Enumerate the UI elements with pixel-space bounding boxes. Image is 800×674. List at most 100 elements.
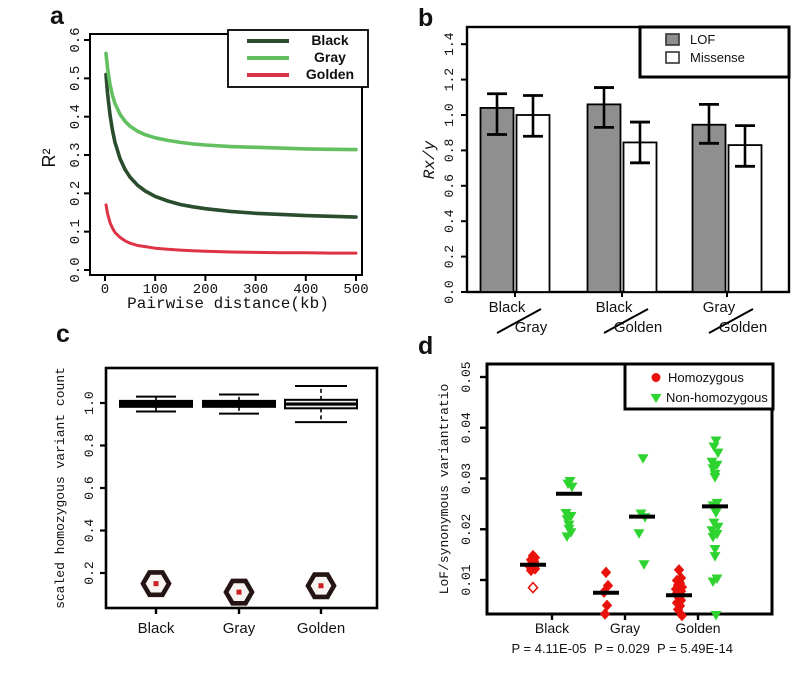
svg-text:0.04: 0.04 (459, 412, 474, 443)
panel-c: 0.2 0.4 0.6 0.8 1.0 scaled homozygous variant… (53, 366, 379, 637)
svg-text:P = 0.029: P = 0.029 (594, 641, 650, 656)
svg-text:Golden: Golden (719, 319, 767, 336)
homozygous-point (601, 599, 613, 612)
svg-text:Golden: Golden (306, 66, 354, 82)
svg-text:R²: R² (39, 149, 59, 168)
homozygous-point (527, 581, 539, 594)
non-homozygous-point (707, 577, 719, 588)
svg-text:Golden: Golden (297, 620, 345, 637)
svg-text:0.4: 0.4 (82, 519, 97, 543)
svg-text:LoF/synonymous variantratio: LoF/synonymous variantratio (437, 384, 452, 595)
non-homozygous-point (707, 464, 719, 474)
panel-d-group-golden (666, 436, 728, 622)
panel-a-axes: 0 100 200 300 400 500 0.0 0.1 0.2 0.3 0.4 0.5 0.6 Pai… (39, 27, 369, 313)
svg-text:0.1: 0.1 (68, 219, 84, 244)
homozygous-point (599, 608, 611, 620)
panel-c-letter: c (56, 320, 70, 348)
svg-text:1.0: 1.0 (442, 103, 457, 126)
svg-text:Non-homozygous: Non-homozygous (666, 390, 768, 405)
panel-b-legend: LOF Missense (638, 25, 791, 79)
bar-missense-group3 (727, 144, 763, 293)
svg-text:Gray: Gray (703, 299, 736, 316)
svg-text:LOF: LOF (690, 32, 715, 47)
svg-text:Gray: Gray (314, 49, 346, 65)
non-homozygous-point (561, 532, 573, 542)
panel-d: 0.01 0.02 0.03 0.04 0.05 LoF/synonymous varia… (437, 361, 775, 656)
panel-a-letter: a (50, 2, 64, 30)
svg-text:0.6: 0.6 (82, 476, 97, 499)
panel-b-xlabel-1: Black Gray (489, 299, 548, 336)
hexagon-outlier-icon (140, 570, 172, 598)
svg-text:0.2: 0.2 (68, 181, 84, 206)
non-homozygous-point (560, 509, 572, 519)
svg-text:0.5: 0.5 (68, 66, 84, 91)
svg-text:Pairwise distance(kb): Pairwise distance(kb) (127, 295, 329, 313)
svg-text:1.4: 1.4 (442, 32, 457, 56)
svg-text:Black: Black (311, 32, 349, 48)
svg-text:1.2: 1.2 (442, 68, 457, 91)
non-homozygous-point (709, 472, 721, 483)
non-homozygous-point (706, 457, 718, 468)
svg-text:0.4: 0.4 (68, 104, 84, 129)
svg-text:0.6: 0.6 (442, 174, 457, 197)
non-homozygous-point (709, 545, 721, 555)
svg-text:400: 400 (293, 282, 318, 298)
series-line-golden (104, 203, 358, 255)
panel-b-xlabel-3: Gray Golden (703, 299, 767, 336)
svg-text:Missense: Missense (690, 50, 745, 65)
svg-text:0.8: 0.8 (82, 434, 97, 457)
non-homozygous-point (637, 454, 649, 464)
series-line-black (104, 72, 358, 219)
hexagon-outlier-icon (305, 572, 337, 600)
svg-text:Homozygous: Homozygous (668, 370, 744, 385)
non-homozygous-point (706, 526, 718, 536)
svg-text:Gray: Gray (515, 319, 548, 336)
svg-text:100: 100 (143, 282, 168, 298)
panel-b-xlabel-2: Black Golden (596, 299, 663, 336)
panel-b-bars (479, 86, 763, 293)
svg-text:0.0: 0.0 (442, 280, 457, 303)
svg-text:Black: Black (535, 620, 570, 636)
svg-text:0.03: 0.03 (459, 463, 474, 494)
non-homozygous-point (638, 560, 650, 570)
bar-missense-group2 (622, 141, 658, 293)
non-homozygous-point (710, 611, 722, 621)
svg-text:0.3: 0.3 (68, 142, 84, 167)
bar-lof-group2 (586, 103, 622, 293)
non-homozygous-point (566, 482, 578, 493)
bar-missense-group1 (515, 114, 551, 293)
svg-text:P = 5.49E-14: P = 5.49E-14 (657, 641, 733, 656)
svg-text:Rx/y: Rx/y (421, 140, 439, 179)
non-homozygous-point (561, 515, 573, 525)
homozygous-point (600, 566, 612, 579)
non-homozygous-point (709, 552, 721, 562)
non-homozygous-point (712, 522, 724, 533)
svg-text:0.0: 0.0 (68, 257, 84, 282)
svg-text:Black: Black (596, 299, 633, 316)
svg-text:300: 300 (243, 282, 268, 298)
svg-text:Gray: Gray (223, 620, 256, 637)
bar-lof-group1 (479, 107, 515, 293)
svg-text:500: 500 (343, 282, 368, 298)
hexagon-outlier-icon (223, 578, 255, 606)
svg-text:Gray: Gray (610, 620, 640, 636)
svg-text:Black: Black (489, 299, 526, 316)
svg-text:scaled homozygous variant coun: scaled homozygous variant count (53, 367, 68, 609)
panel-c-box-black (119, 395, 193, 413)
non-homozygous-point (708, 442, 720, 453)
non-homozygous-point (633, 529, 645, 539)
panel-d-legend: Homozygous Non-homozygous (623, 362, 775, 411)
panel-c-axes: 0.2 0.4 0.6 0.8 1.0 scaled homozygous variant… (53, 366, 379, 610)
non-homozygous-point (707, 532, 719, 543)
bar-lof-group3 (691, 123, 727, 293)
panel-d-letter: d (418, 332, 434, 360)
panel-a-series (104, 51, 358, 255)
svg-text:P = 4.11E-05: P = 4.11E-05 (511, 641, 586, 656)
panel-b-letter: b (418, 4, 434, 32)
homozygous-point (525, 564, 537, 577)
panel-a: 0 100 200 300 400 500 0.0 0.1 0.2 0.3 0.4 0.5 0.6 Pai… (39, 27, 369, 313)
svg-text:0.2: 0.2 (442, 245, 457, 268)
